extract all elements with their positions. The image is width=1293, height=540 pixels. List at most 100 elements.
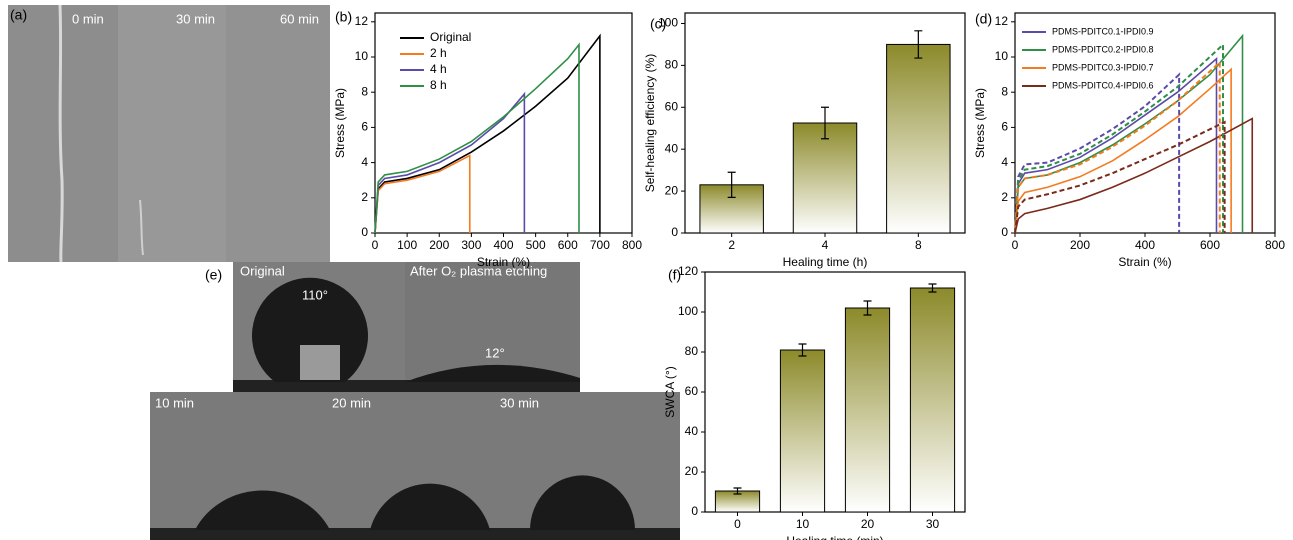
data-line (374, 154, 471, 234)
x-tick-label: 200 (429, 238, 449, 252)
bar (886, 43, 951, 234)
y-axis-label: Stress (MPa) (973, 88, 987, 158)
image-caption: 20 min (332, 395, 371, 410)
x-tick-label: 0 (734, 517, 741, 531)
y-tick-label: 120 (678, 264, 698, 278)
y-tick-label: 10 (995, 49, 1009, 63)
legend-label: Original (430, 30, 471, 44)
panel-label: (a) (10, 7, 27, 23)
y-tick-label: 2 (361, 190, 368, 204)
angle-label: 110° (302, 287, 328, 302)
legend-label: 8 h (430, 78, 447, 92)
x-axis-label: Strain (%) (477, 255, 530, 269)
y-tick-label: 80 (685, 344, 699, 358)
x-tick-label: 100 (397, 238, 417, 252)
x-axis-label: Healing time (min) (786, 534, 883, 540)
image-caption: After O₂ plasma etching (410, 263, 547, 278)
x-tick-label: 300 (461, 238, 481, 252)
y-tick-label: 4 (361, 155, 368, 169)
y-tick-label: 2 (1001, 190, 1008, 204)
error-bar (914, 30, 923, 59)
legend-label: PDMS-PDITC0.2-IPDI0.8 (1052, 44, 1154, 54)
image-caption: 10 min (155, 395, 194, 410)
y-tick-label: 20 (665, 183, 679, 197)
image-caption: Original (240, 263, 285, 278)
y-tick-label: 10 (355, 49, 369, 63)
y-tick-label: 0 (691, 504, 698, 518)
y-tick-label: 100 (678, 304, 698, 318)
legend-label: 2 h (430, 46, 447, 60)
y-tick-label: 60 (685, 384, 699, 398)
panel-label: (d) (975, 11, 992, 27)
angle-label: 12° (485, 345, 505, 360)
x-tick-label: 200 (1070, 238, 1090, 252)
y-axis-label: SWCA (°) (663, 366, 677, 417)
error-bar (821, 106, 829, 140)
x-tick-label: 800 (1265, 238, 1285, 252)
data-line (1014, 57, 1218, 234)
legend-label: PDMS-PDITC0.1-IPDI0.9 (1052, 26, 1154, 36)
data-line (374, 42, 580, 234)
x-tick-label: 2 (728, 238, 735, 252)
x-tick-label: 8 (915, 238, 922, 252)
x-tick-label: 20 (861, 517, 875, 531)
panel-label: (f) (668, 267, 681, 283)
y-tick-label: 8 (361, 84, 368, 98)
x-tick-label: 400 (493, 238, 513, 252)
y-tick-label: 60 (665, 99, 679, 113)
image-caption: 60 min (280, 11, 319, 26)
error-bar (727, 171, 736, 198)
y-tick-label: 20 (685, 464, 699, 478)
y-axis-label: Stress (MPa) (333, 88, 347, 158)
x-tick-label: 4 (822, 238, 829, 252)
data-line (1014, 117, 1254, 234)
y-tick-label: 4 (1001, 155, 1008, 169)
error-bar (928, 283, 937, 293)
bar (779, 349, 826, 513)
data-line (1014, 120, 1226, 234)
y-tick-label: 40 (685, 424, 699, 438)
y-tick-label: 8 (1001, 84, 1008, 98)
data-line (374, 33, 601, 234)
y-tick-label: 100 (658, 16, 678, 30)
y-tick-label: 0 (361, 225, 368, 239)
bar (792, 122, 858, 234)
y-tick-label: 12 (355, 14, 369, 28)
x-tick-label: 10 (796, 517, 810, 531)
data-line (1014, 60, 1221, 234)
image-caption: 30 min (500, 395, 539, 410)
legend-label: 4 h (430, 62, 447, 76)
data-line (1014, 42, 1224, 234)
panel-label: (e) (205, 267, 222, 283)
data-line (1014, 67, 1232, 234)
legend-label: PDMS-PDITC0.3-IPDI0.7 (1052, 62, 1154, 72)
y-tick-label: 80 (665, 58, 679, 72)
x-tick-label: 500 (526, 238, 546, 252)
legend-label: PDMS-PDITC0.4-IPDI0.6 (1052, 80, 1154, 90)
y-tick-label: 0 (1001, 225, 1008, 239)
y-tick-label: 6 (361, 120, 368, 134)
y-tick-label: 12 (995, 14, 1009, 28)
bar (909, 287, 956, 513)
data-line (1014, 72, 1181, 234)
micrograph-a (8, 4, 330, 263)
x-axis-label: Strain (%) (1118, 255, 1171, 269)
x-tick-label: 600 (558, 238, 578, 252)
data-line (374, 91, 526, 234)
data-line (1014, 33, 1244, 234)
x-tick-label: 700 (590, 238, 610, 252)
error-bar (733, 487, 742, 495)
panel-label: (b) (335, 9, 352, 25)
y-tick-label: 6 (1001, 120, 1008, 134)
x-tick-label: 30 (926, 517, 940, 531)
plot-frame (374, 12, 633, 234)
x-tick-label: 0 (1012, 238, 1019, 252)
contact-angle-images (150, 262, 680, 540)
error-bar (798, 343, 807, 357)
y-tick-label: 0 (671, 225, 678, 239)
y-axis-label: Self-healing efficiency (%) (643, 54, 657, 193)
error-bar (863, 300, 872, 316)
x-axis-label: Healing time (h) (783, 255, 868, 269)
